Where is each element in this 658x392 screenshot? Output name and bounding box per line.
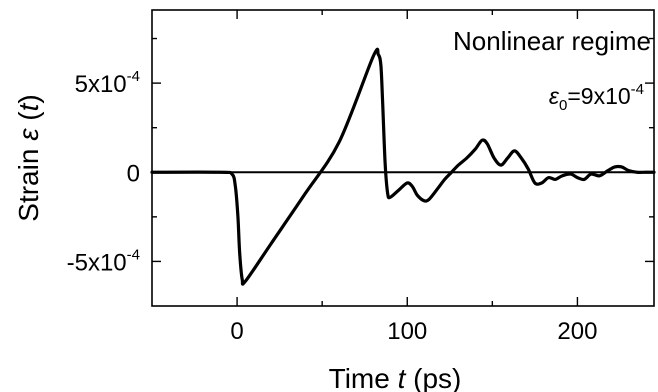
y-tick-label-2: 5x10-4 bbox=[75, 68, 140, 98]
y-axis-label-close: ) bbox=[13, 94, 44, 103]
x-tick-label-2: 200 bbox=[557, 318, 597, 345]
plot-frame bbox=[151, 9, 655, 307]
y-axis-label-sym: ε bbox=[13, 128, 44, 141]
x-axis-label: Time t (ps) bbox=[329, 363, 462, 392]
plot-area bbox=[150, 47, 656, 286]
axis-ticks: 0 100 200 -5x10-4 0 5x10-4 bbox=[67, 10, 654, 345]
y-axis-label-var: t bbox=[13, 102, 44, 111]
amplitude-subscript: 0 bbox=[559, 97, 567, 114]
x-axis-label-pre: Time bbox=[329, 363, 398, 392]
amplitude-mantissa: =9x10 bbox=[567, 83, 630, 109]
y-axis-label-pre: Strain bbox=[13, 141, 44, 222]
amplitude-annotation: ε0=9x10-4 bbox=[549, 81, 644, 114]
y-tick-label-0: -5x10-4 bbox=[67, 246, 140, 276]
amplitude-exponent: -4 bbox=[631, 81, 644, 98]
x-axis-label-var: t bbox=[398, 363, 407, 392]
x-tick-label-1: 100 bbox=[387, 318, 427, 345]
y-axis-label-open: ( bbox=[13, 111, 44, 129]
amplitude-symbol: ε bbox=[549, 83, 560, 109]
y-axis-label: Strain ε (t) bbox=[13, 94, 44, 221]
x-tick-label-0: 0 bbox=[230, 318, 243, 345]
y-tick-label-1: 0 bbox=[127, 160, 140, 187]
series-line-0 bbox=[150, 47, 656, 286]
regime-annotation: Nonlinear regime bbox=[453, 26, 651, 56]
x-axis-label-post: (ps) bbox=[405, 363, 461, 392]
